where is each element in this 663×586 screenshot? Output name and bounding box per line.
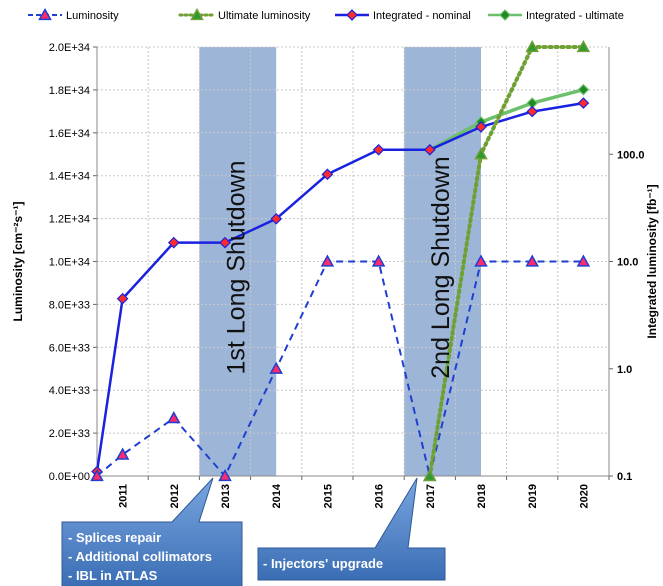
x-tick-label: 2014 [271,483,283,508]
y-tick-label: 1.8E+34 [49,85,90,97]
point-integrated-nominal [526,105,539,118]
point-luminosity [320,254,335,267]
y-tick-label: 1.2E+34 [49,214,90,226]
x-tick-label: 2018 [476,484,488,508]
callout-line: - Injectors' upgrade [263,556,383,571]
callout-line: - IBL in ATLAS [68,568,158,583]
y-tick-label: 0.0E+00 [49,471,90,483]
y-tick-label: 8.0E+33 [49,299,90,311]
y-tick-label: 2.0E+34 [49,42,90,54]
callout-line: - Additional collimators [68,549,212,564]
shutdown-label-2: 2nd Long Shutdown [427,156,455,378]
y2-tick-label: 1.0 [617,364,632,376]
y-tick-label: 4.0E+33 [49,385,90,397]
y-tick-label: 2.0E+33 [49,428,90,440]
point-luminosity [90,468,104,482]
point-ultimate-luminosity [474,147,488,160]
legend-label: Luminosity [66,10,119,22]
point-luminosity [576,254,591,267]
legend-marker [38,7,52,21]
y-tick-label: 1.0E+34 [49,257,90,269]
point-luminosity [115,447,130,460]
x-tick-label: 2016 [374,484,386,508]
series-line-integrated-ultimate [428,88,584,152]
shutdown-label-1: 1st Long Shutdown [222,160,250,374]
series-line-ultimate-luminosity [427,45,586,478]
point-integrated-nominal [423,143,436,156]
y-tick-label: 1.4E+34 [49,171,90,183]
point-integrated-ultimate [577,83,590,96]
legend-item-integrated-ultimate: Integrated - ultimate [488,9,624,22]
point-ultimate-luminosity [525,39,539,53]
legend-item-luminosity: Luminosity [28,7,119,22]
point-luminosity [167,411,181,424]
x-tick-label: 2019 [527,484,539,508]
point-luminosity [269,361,283,374]
y2-tick-label: 100.0 [617,149,645,161]
x-tick-label: 2020 [578,484,590,508]
y-tick-label: 1.6E+34 [49,128,90,140]
x-tick-label: 2017 [425,484,437,508]
point-ultimate-luminosity [576,39,591,53]
point-integrated-nominal [475,121,487,133]
series-line-integrated-nominal [95,101,584,472]
legend-marker [346,9,358,21]
y2-axis-title: Integrated luminosity [fb⁻¹] [645,184,659,338]
callout-line: - Splices repair [68,530,161,545]
legend-item-ultimate-luminosity: Ultimate luminosity [178,7,311,22]
callout-box [257,477,446,581]
legend-marker [499,9,511,21]
point-luminosity [474,254,488,267]
point-luminosity [525,254,539,267]
point-integrated-nominal [116,292,129,305]
series-line-luminosity [96,260,584,477]
point-ultimate-luminosity [423,468,437,482]
y-axis-title: Luminosity [cm⁻²s⁻¹] [11,201,25,321]
point-integrated-nominal [270,212,283,225]
point-integrated-nominal [219,236,231,249]
legend-label: Integrated - nominal [373,10,471,22]
x-tick-label: 2013 [220,484,232,508]
point-luminosity [218,468,232,482]
point-integrated-nominal [577,97,590,109]
legend-item-integrated-nominal: Integrated - nominal [335,9,471,22]
x-tick-label: 2015 [322,484,334,508]
y2-tick-label: 10.0 [617,257,638,269]
x-tick-label: 2012 [169,484,181,508]
point-integrated-nominal [372,143,385,156]
point-luminosity [371,254,386,267]
y2-tick-label: 0.1 [617,471,632,483]
x-tick-label: 2011 [118,484,130,508]
legend-label: Integrated - ultimate [526,10,624,22]
legend-marker [190,7,204,21]
callout-box [61,477,243,586]
callout-injectors: - Injectors' upgrade [257,477,446,581]
legend-label: Ultimate luminosity [218,10,311,22]
point-integrated-nominal [321,168,334,181]
callout-lhc-upgrades: - Splices repair - Additional collimators… [61,477,243,586]
y-tick-label: 6.0E+33 [49,342,90,354]
point-integrated-nominal [167,236,180,249]
